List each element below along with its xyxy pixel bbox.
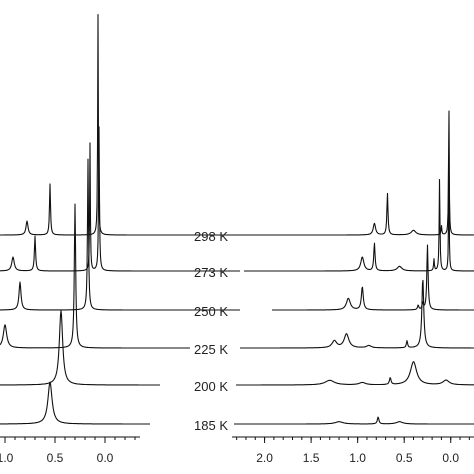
temperature-label-185: 185 K — [194, 418, 228, 433]
spectrum-trace-185k — [0, 381, 151, 425]
right-x-ticks: 2.0 1.5 1.0 0.5 0.0 — [236, 437, 470, 465]
x-tick-label: 0.5 — [396, 451, 413, 465]
temperature-labels: 298 K 273 K 250 K 225 K 200 K 185 K — [194, 229, 228, 433]
spectrum-trace-250k — [0, 158, 241, 311]
x-tick-label: 1.0 — [0, 451, 14, 465]
spectrum-trace-225k — [0, 203, 191, 349]
temperature-label-250: 250 K — [194, 304, 228, 319]
spectrum-trace-298k — [0, 14, 241, 236]
spectrum-trace-273k — [243, 177, 474, 272]
temperature-label-298: 298 K — [194, 229, 228, 244]
spectrum-trace-200k — [0, 310, 161, 386]
temperature-label-225: 225 K — [194, 342, 228, 357]
left-x-ticks: 1.0 0.5 0.0 — [0, 437, 136, 465]
x-tick-label: 0.5 — [47, 451, 64, 465]
spectrum-trace-200k — [235, 361, 474, 386]
spectrum-trace-225k — [239, 279, 474, 349]
x-tick-label: 0.0 — [442, 451, 459, 465]
right-panel: 2.0 1.5 1.0 0.5 0.0 — [232, 110, 474, 465]
x-tick-label: 1.5 — [303, 451, 320, 465]
spectrum-trace-298k — [237, 110, 474, 236]
spectrum-trace-250k — [271, 244, 474, 311]
x-tick-label: 0.0 — [97, 451, 114, 465]
left-panel: 1.0 0.5 0.0 — [0, 14, 241, 465]
spectrum-trace-273k — [0, 126, 241, 272]
x-tick-label: 2.0 — [256, 451, 273, 465]
temperature-label-273: 273 K — [194, 265, 228, 280]
x-tick-label: 1.0 — [349, 451, 366, 465]
spectrum-trace-185k — [233, 416, 474, 425]
right-spectra-traces — [233, 110, 474, 425]
temperature-label-200: 200 K — [194, 379, 228, 394]
left-spectra-traces — [0, 14, 241, 425]
